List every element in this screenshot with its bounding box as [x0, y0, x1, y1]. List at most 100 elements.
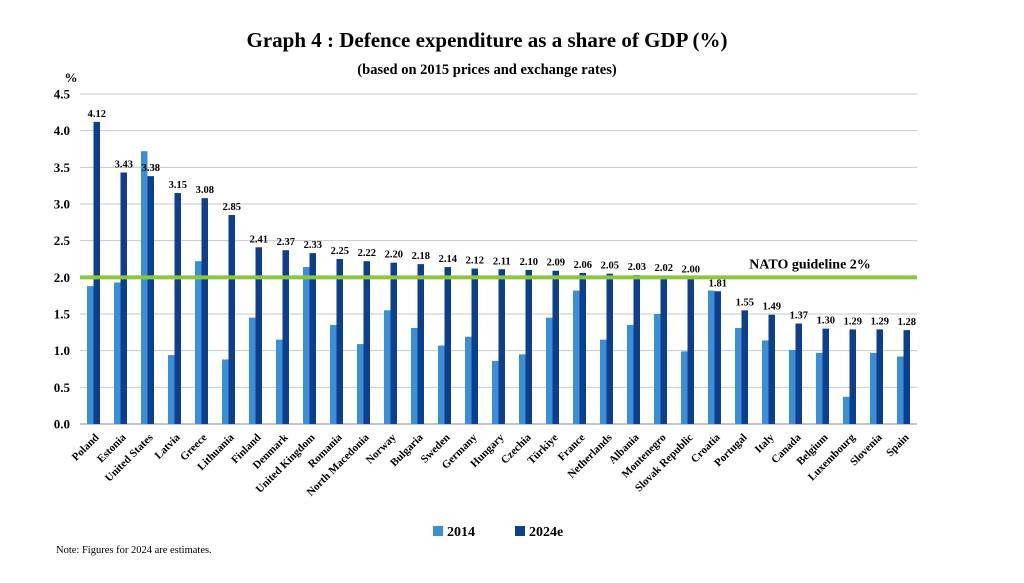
y-tick-label: 4.0	[54, 123, 70, 138]
data-label: 1.29	[844, 316, 862, 327]
bar-2014	[411, 327, 418, 424]
bar-2024e	[903, 330, 910, 424]
category-label: Spain	[884, 432, 912, 460]
bar-2014	[114, 282, 121, 424]
data-label: 2.10	[520, 257, 538, 268]
bar-2024e	[444, 267, 451, 424]
bar-2014	[600, 339, 607, 424]
bar-2014	[654, 314, 661, 424]
data-label: 2.25	[331, 246, 349, 257]
footnote: Note: Figures for 2024 are estimates.	[56, 545, 212, 556]
bar-2024e	[336, 259, 343, 424]
bar-2024e	[228, 215, 235, 424]
bar-2014	[762, 340, 769, 424]
bar-2024e	[795, 323, 802, 424]
bar-2014	[681, 351, 688, 424]
data-label: 2.33	[304, 240, 322, 251]
data-label: 1.29	[871, 316, 889, 327]
bar-2014	[546, 317, 553, 424]
data-label: 3.08	[196, 185, 214, 196]
bar-2014	[465, 336, 472, 424]
bar-2024e	[660, 275, 667, 424]
data-label: 2.14	[439, 254, 458, 265]
bar-2024e	[768, 314, 775, 424]
bar-2014	[573, 290, 580, 424]
bar-2024e	[201, 198, 208, 424]
legend-label: 2014	[447, 525, 475, 540]
data-label: 2.06	[574, 260, 592, 271]
nato-guideline: NATO guideline 2%	[80, 257, 917, 280]
data-label: 3.38	[142, 163, 160, 174]
bar-2024e	[741, 310, 748, 424]
data-label: 1.55	[736, 297, 754, 308]
data-label: 1.49	[763, 302, 781, 313]
data-label: 1.30	[817, 316, 835, 327]
bar-2014	[168, 355, 175, 424]
y-tick-label: 3.0	[54, 197, 70, 212]
bar-2014	[249, 317, 256, 424]
data-label: 2.85	[223, 202, 241, 213]
bar-2024e	[525, 270, 532, 424]
bar-2024e	[633, 275, 640, 424]
bar-2024e	[255, 247, 262, 424]
y-tick-label: 2.5	[54, 233, 71, 248]
bar-2024e	[606, 273, 613, 424]
data-label: 2.00	[682, 264, 700, 275]
bar-2024e	[309, 253, 316, 424]
data-label: 3.43	[115, 159, 133, 170]
bar-2014	[897, 356, 904, 424]
data-label: 2.09	[547, 258, 565, 269]
bar-2024e	[714, 291, 721, 424]
bar-2014	[330, 325, 337, 424]
bar-2014	[438, 345, 445, 424]
data-label: 2.11	[493, 256, 511, 267]
bar-2024e	[876, 329, 883, 424]
bar-2014	[816, 352, 823, 424]
data-label: 1.37	[790, 311, 808, 322]
y-tick-label: 2.0	[54, 270, 70, 285]
bar-2014	[789, 349, 796, 424]
legend-swatch	[433, 526, 443, 536]
y-axis-unit-label: %	[65, 70, 78, 85]
y-axis-ticks: 0.0 0.5 1.0 1.5 2.0 2.5 3.0 3.5 4.0 4.5	[54, 87, 71, 432]
bar-2014	[843, 396, 850, 424]
bar-2014	[627, 325, 634, 424]
data-label: 2.12	[466, 256, 484, 267]
data-label: 2.41	[250, 234, 268, 245]
data-label: 2.22	[358, 248, 376, 259]
bar-series	[87, 121, 910, 424]
bar-2024e	[174, 193, 181, 424]
legend: 2014 2024e	[433, 525, 563, 540]
legend-label: 2024e	[529, 525, 563, 540]
bar-2014	[222, 359, 229, 424]
nato-guideline-label: NATO guideline 2%	[749, 257, 871, 272]
bar-2024e	[822, 328, 829, 424]
data-labels: 4.12 3.43 3.38 3.15 3.08 2.85 2.41 2.37 2.33 2.25…	[88, 109, 916, 328]
bar-2024e	[552, 270, 559, 424]
data-label: 1.81	[709, 278, 727, 289]
bar-2024e	[849, 329, 856, 424]
bar-2014	[735, 327, 742, 424]
bar-2014	[492, 360, 499, 424]
bar-2014	[276, 339, 283, 424]
data-label: 3.15	[169, 180, 187, 191]
bar-2024e	[687, 277, 694, 424]
bar-2014	[141, 151, 148, 424]
y-tick-label: 0.5	[54, 380, 71, 395]
bar-2024e	[390, 262, 397, 424]
y-tick-label: 1.0	[54, 343, 70, 358]
bar-2014	[519, 354, 526, 424]
category-label: Latvia	[153, 431, 183, 461]
chart-subtitle: (based on 2015 prices and exchange rates…	[357, 62, 617, 78]
data-label: 2.03	[628, 262, 646, 273]
bar-2014	[708, 290, 715, 424]
bar-2024e	[120, 172, 127, 424]
bar-2024e	[579, 272, 586, 424]
y-tick-label: 4.5	[54, 87, 71, 102]
bar-2024e	[363, 261, 370, 424]
data-label: 4.12	[88, 109, 106, 120]
data-label: 1.28	[898, 317, 916, 328]
bar-2024e	[147, 176, 154, 424]
